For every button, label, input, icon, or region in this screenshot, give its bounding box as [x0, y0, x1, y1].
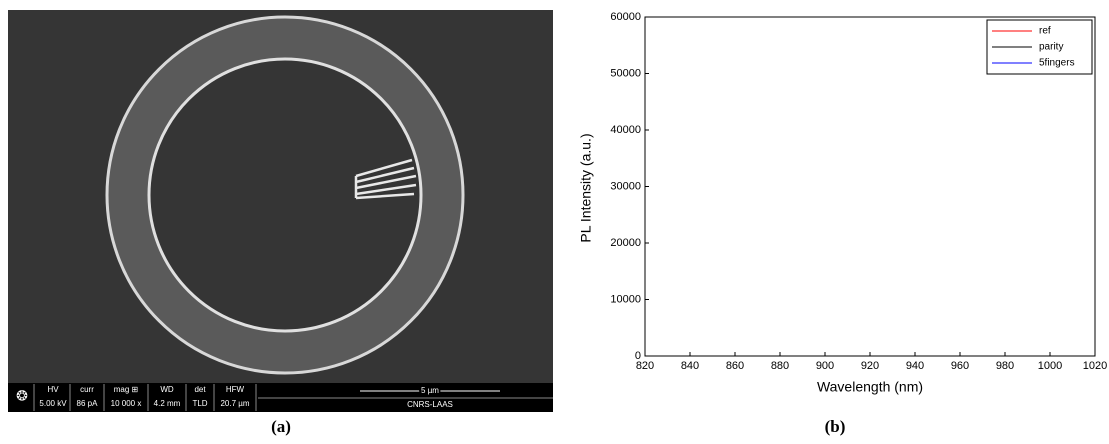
legend-label: parity — [1039, 42, 1063, 53]
legend-label: ref — [1039, 26, 1051, 37]
info-bar: ❂ HV 5.00 kV curr 86 pA mag ⊞ 10 000 x WD 4.2 mm… — [8, 383, 553, 412]
sem-background — [8, 10, 553, 383]
y-axis-label: PL Intensity (a.u.) — [578, 133, 594, 242]
lab-name: CNRS-LAAS — [407, 400, 453, 409]
caption-a: (a) — [271, 417, 291, 436]
x-tick-label: 980 — [996, 360, 1014, 372]
info-value: 4.2 mm — [154, 399, 181, 408]
x-tick-label: 820 — [636, 360, 654, 372]
x-tick-label: 840 — [681, 360, 699, 372]
info-value: 20.7 µm — [220, 399, 249, 408]
info-value: 86 pA — [77, 399, 99, 408]
y-tick-label: 20000 — [610, 237, 641, 249]
info-label: HFW — [226, 385, 245, 394]
x-tick-label: 900 — [816, 360, 834, 372]
fingers — [354, 158, 417, 200]
info-label: det — [194, 385, 206, 394]
sem-image: ❂ HV 5.00 kV curr 86 pA mag ⊞ 10 000 x WD 4.2 mm… — [8, 10, 553, 412]
x-tick-label: 880 — [771, 360, 789, 372]
info-label: WD — [160, 385, 174, 394]
x-tick-label: 860 — [726, 360, 744, 372]
info-label: curr — [80, 385, 94, 394]
info-label: HV — [47, 385, 59, 394]
x-tick-label: 1020 — [1083, 360, 1107, 372]
caption-b: (b) — [825, 417, 846, 436]
x-axis-label: Wavelength (nm) — [817, 379, 923, 395]
x-tick-label: 920 — [861, 360, 879, 372]
logo: ❂ — [16, 388, 28, 404]
y-tick-label: 40000 — [610, 124, 641, 136]
scale-bar-label: 5 µm — [421, 386, 439, 395]
ring-inner-edge — [147, 57, 423, 333]
chart: Wavelength (nm) PL Intensity (a.u.) 820 8… — [578, 11, 1108, 395]
ring-band — [108, 18, 462, 372]
y-tick-label: 60000 — [610, 11, 641, 23]
info-value: 5.00 kV — [39, 399, 67, 408]
y-tick-label: 10000 — [610, 293, 641, 305]
ring-outer-edge — [105, 15, 465, 375]
legend-label: 5fingers — [1039, 58, 1075, 69]
y-tick-label: 30000 — [610, 180, 641, 192]
info-value: 10 000 x — [111, 399, 142, 408]
x-tick-label: 940 — [906, 360, 924, 372]
info-label: mag ⊞ — [114, 385, 139, 394]
info-value: TLD — [192, 399, 207, 408]
x-tick-label: 960 — [951, 360, 969, 372]
x-tick-label: 1000 — [1038, 360, 1062, 372]
y-tick-label: 0 — [635, 350, 641, 362]
y-tick-label: 50000 — [610, 67, 641, 79]
